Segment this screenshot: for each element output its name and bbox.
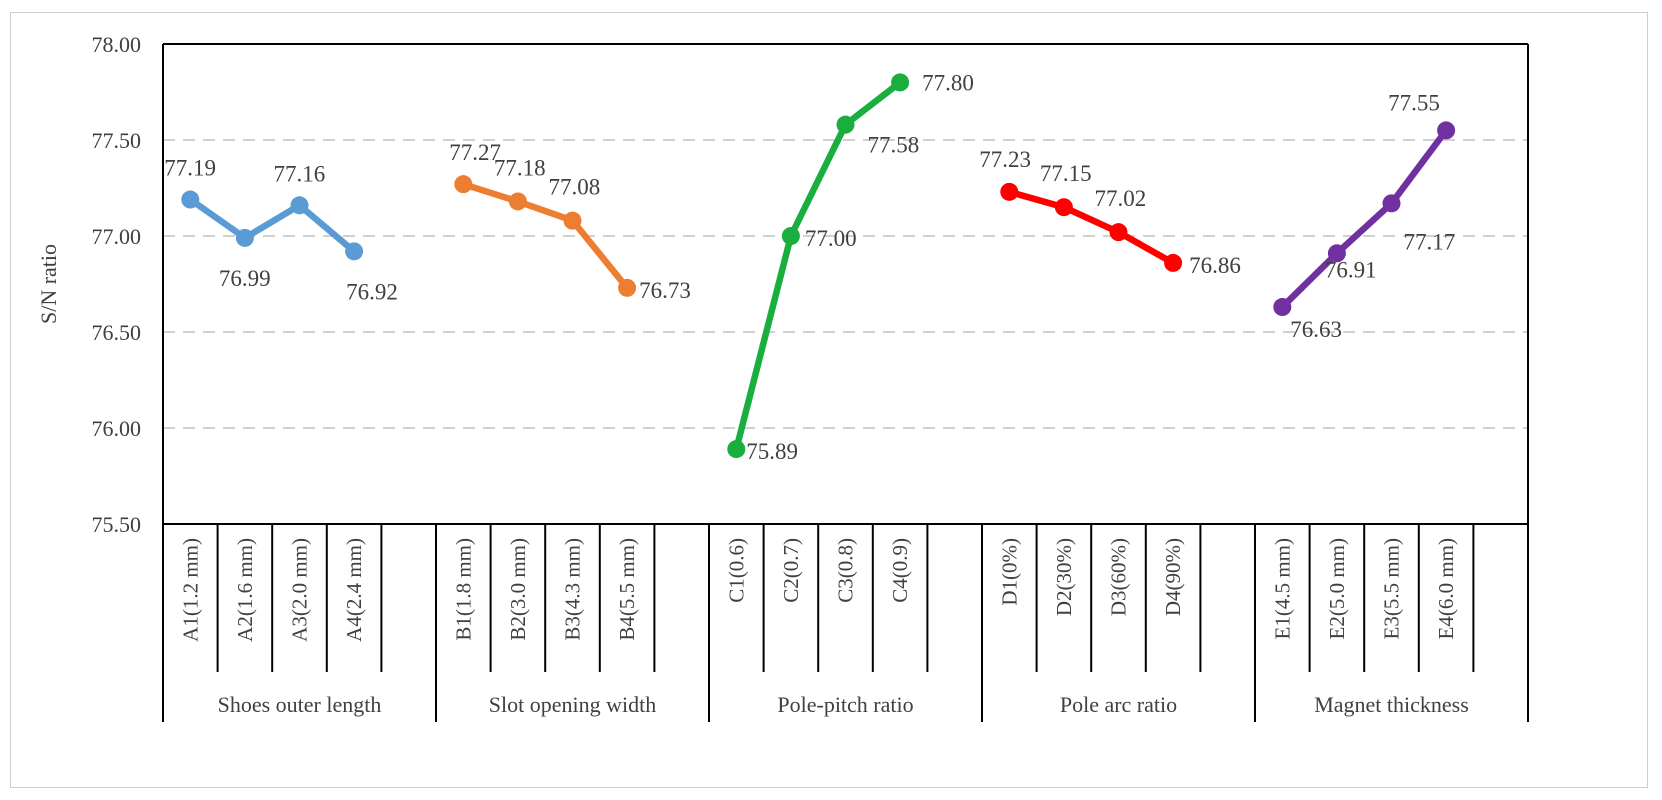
data-point [1382, 194, 1401, 213]
data-label: 77.15 [1040, 161, 1092, 186]
series-line-4 [1006, 188, 1177, 267]
x-category-label: E4(6.0 mm) [1434, 538, 1458, 639]
data-label: 75.89 [746, 439, 798, 464]
data-label: 77.00 [805, 226, 857, 251]
data-label: 77.18 [494, 155, 546, 180]
data-point [1054, 198, 1073, 217]
x-category-label: E1(4.5 mm) [1270, 538, 1294, 639]
x-category-label: A4(2.4 mm) [342, 538, 366, 642]
data-label: 77.55 [1388, 90, 1440, 115]
x-category-label: B1(1.8 mm) [451, 538, 475, 641]
data-label: 77.02 [1095, 186, 1147, 211]
data-point [563, 211, 582, 230]
data-label: 76.73 [639, 278, 691, 303]
data-point [836, 115, 855, 134]
data-label: 76.63 [1290, 317, 1342, 342]
x-category-label: D2(30%) [1052, 538, 1076, 616]
data-label: 77.08 [549, 175, 601, 200]
x-category-label: B3(4.3 mm) [561, 538, 585, 641]
data-point [1273, 298, 1292, 317]
data-point [1164, 253, 1183, 272]
data-label: 76.92 [346, 279, 398, 304]
data-point [727, 440, 746, 459]
x-category-label: E2(5.0 mm) [1325, 538, 1349, 639]
x-category-label: A1(1.2 mm) [178, 538, 202, 642]
data-label: 77.80 [922, 70, 974, 95]
y-tick-label: 75.50 [92, 512, 142, 537]
data-point [618, 278, 637, 297]
data-point [781, 227, 800, 245]
data-point [508, 192, 527, 211]
data-point [1000, 182, 1019, 201]
x-category-label: B4(5.5 mm) [615, 538, 639, 641]
x-group-label: Shoes outer length [218, 692, 382, 717]
y-tick-label: 77.00 [92, 224, 142, 249]
series-line-3 [733, 79, 904, 453]
x-group-label: Pole arc ratio [1060, 692, 1177, 717]
data-point [1327, 244, 1346, 263]
y-axis-label: S/N ratio [36, 244, 61, 324]
x-category-label: D1(0%) [997, 538, 1021, 606]
data-point [290, 196, 309, 215]
data-label: 77.17 [1404, 229, 1456, 254]
data-label: 77.23 [979, 147, 1031, 172]
x-category-label: A2(1.6 mm) [233, 538, 257, 642]
data-point [891, 73, 910, 92]
data-label: 76.86 [1189, 253, 1241, 278]
x-category-label: D4(90%) [1161, 538, 1185, 616]
series-line-2 [460, 180, 631, 292]
data-label: 77.16 [274, 161, 326, 186]
x-category-label: B2(3.0 mm) [506, 538, 530, 641]
data-point [235, 228, 254, 247]
series-line-1 [187, 196, 358, 255]
chart-frame [10, 12, 1648, 788]
x-category-label: C3(0.8) [834, 538, 858, 603]
y-tick-label: 78.00 [92, 32, 142, 57]
data-label: 77.19 [164, 156, 216, 181]
y-tick-label: 76.50 [92, 320, 142, 345]
x-category-label: C1(0.6) [724, 538, 748, 603]
x-category-label: D3(60%) [1107, 538, 1131, 616]
x-group-label: Slot opening width [489, 692, 656, 717]
y-tick-label: 77.50 [92, 128, 142, 153]
data-label: 77.58 [868, 133, 920, 158]
x-category-label: C2(0.7) [779, 538, 803, 603]
x-group-label: Magnet thickness [1314, 692, 1469, 717]
data-point [1437, 121, 1456, 140]
data-label: 77.27 [449, 140, 501, 165]
data-point [1109, 223, 1128, 242]
x-group-label: Pole-pitch ratio [777, 692, 913, 717]
data-point [345, 242, 364, 261]
x-category-label: A3(2.0 mm) [288, 538, 312, 642]
y-tick-label: 76.00 [92, 416, 142, 441]
x-category-label: C4(0.9) [888, 538, 912, 603]
data-point [454, 175, 473, 194]
data-label: 76.91 [1325, 257, 1377, 282]
data-point [181, 190, 200, 209]
series-line-5 [1279, 127, 1450, 311]
x-category-label: E3(5.5 mm) [1380, 538, 1404, 639]
data-label: 76.99 [219, 266, 271, 291]
